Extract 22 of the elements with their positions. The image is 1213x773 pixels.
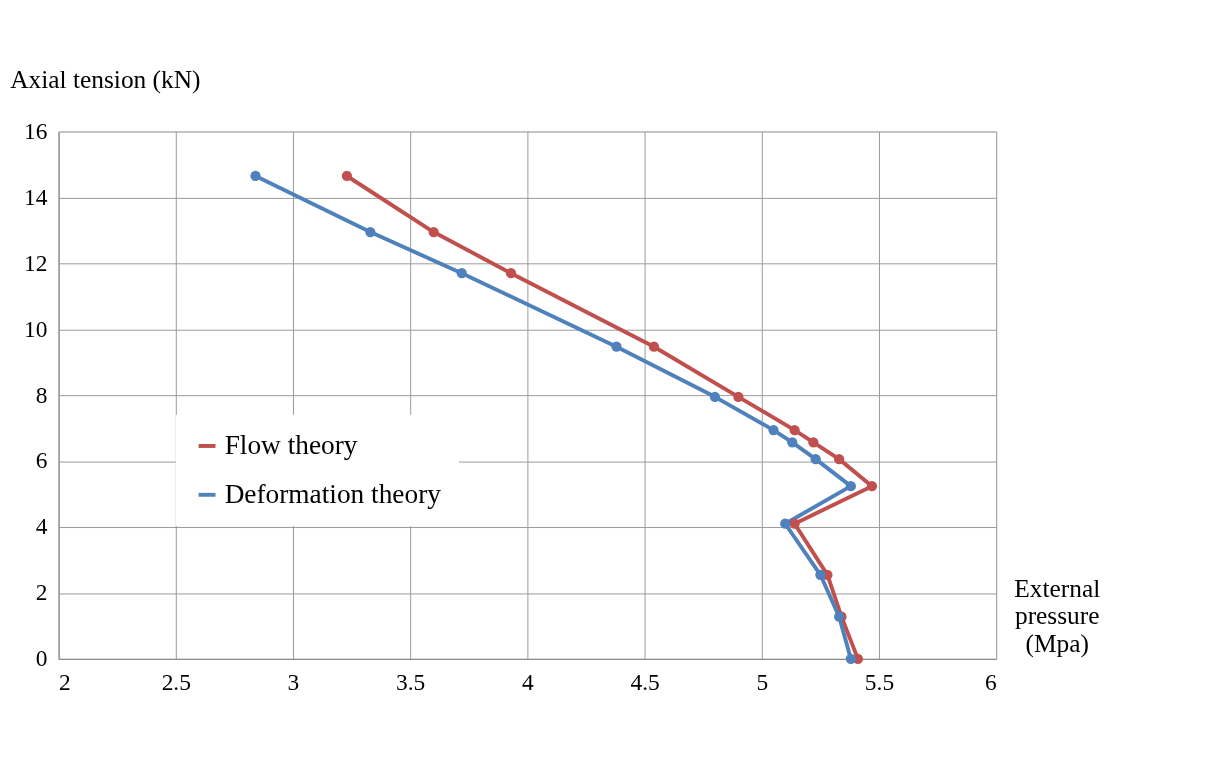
y-tick-label: 8 (35, 381, 48, 408)
x-tick-label: 6 (984, 668, 997, 695)
x-tick-label: 5.5 (864, 668, 895, 695)
x-tick-label: 4 (522, 668, 535, 695)
y-tick-label: 0 (35, 645, 48, 672)
x-tick-label: 3.5 (396, 668, 426, 695)
y-tick-label: 10 (23, 315, 48, 342)
legend-label: Deformation theory (224, 478, 442, 509)
y-tick-label: 6 (35, 447, 48, 474)
y-tick-label: 16 (23, 117, 48, 144)
x-axis-title: External pressure (Mpa) (1014, 573, 1101, 658)
x-tick-label: 2 (59, 668, 71, 695)
y-tick-label: 12 (23, 249, 48, 276)
x-tick-label: 2.5 (161, 668, 191, 695)
y-axis-title: Axial tension (kN) (10, 65, 201, 95)
x-tick-label: 4.5 (630, 668, 660, 695)
x-tick-label: 3 (287, 668, 300, 695)
y-tick-label: 4 (35, 513, 48, 540)
y-tick-label: 2 (35, 579, 48, 606)
legend-label: Flow theory (224, 429, 358, 460)
y-tick-label: 14 (23, 183, 48, 210)
x-tick-label: 5 (756, 668, 769, 695)
